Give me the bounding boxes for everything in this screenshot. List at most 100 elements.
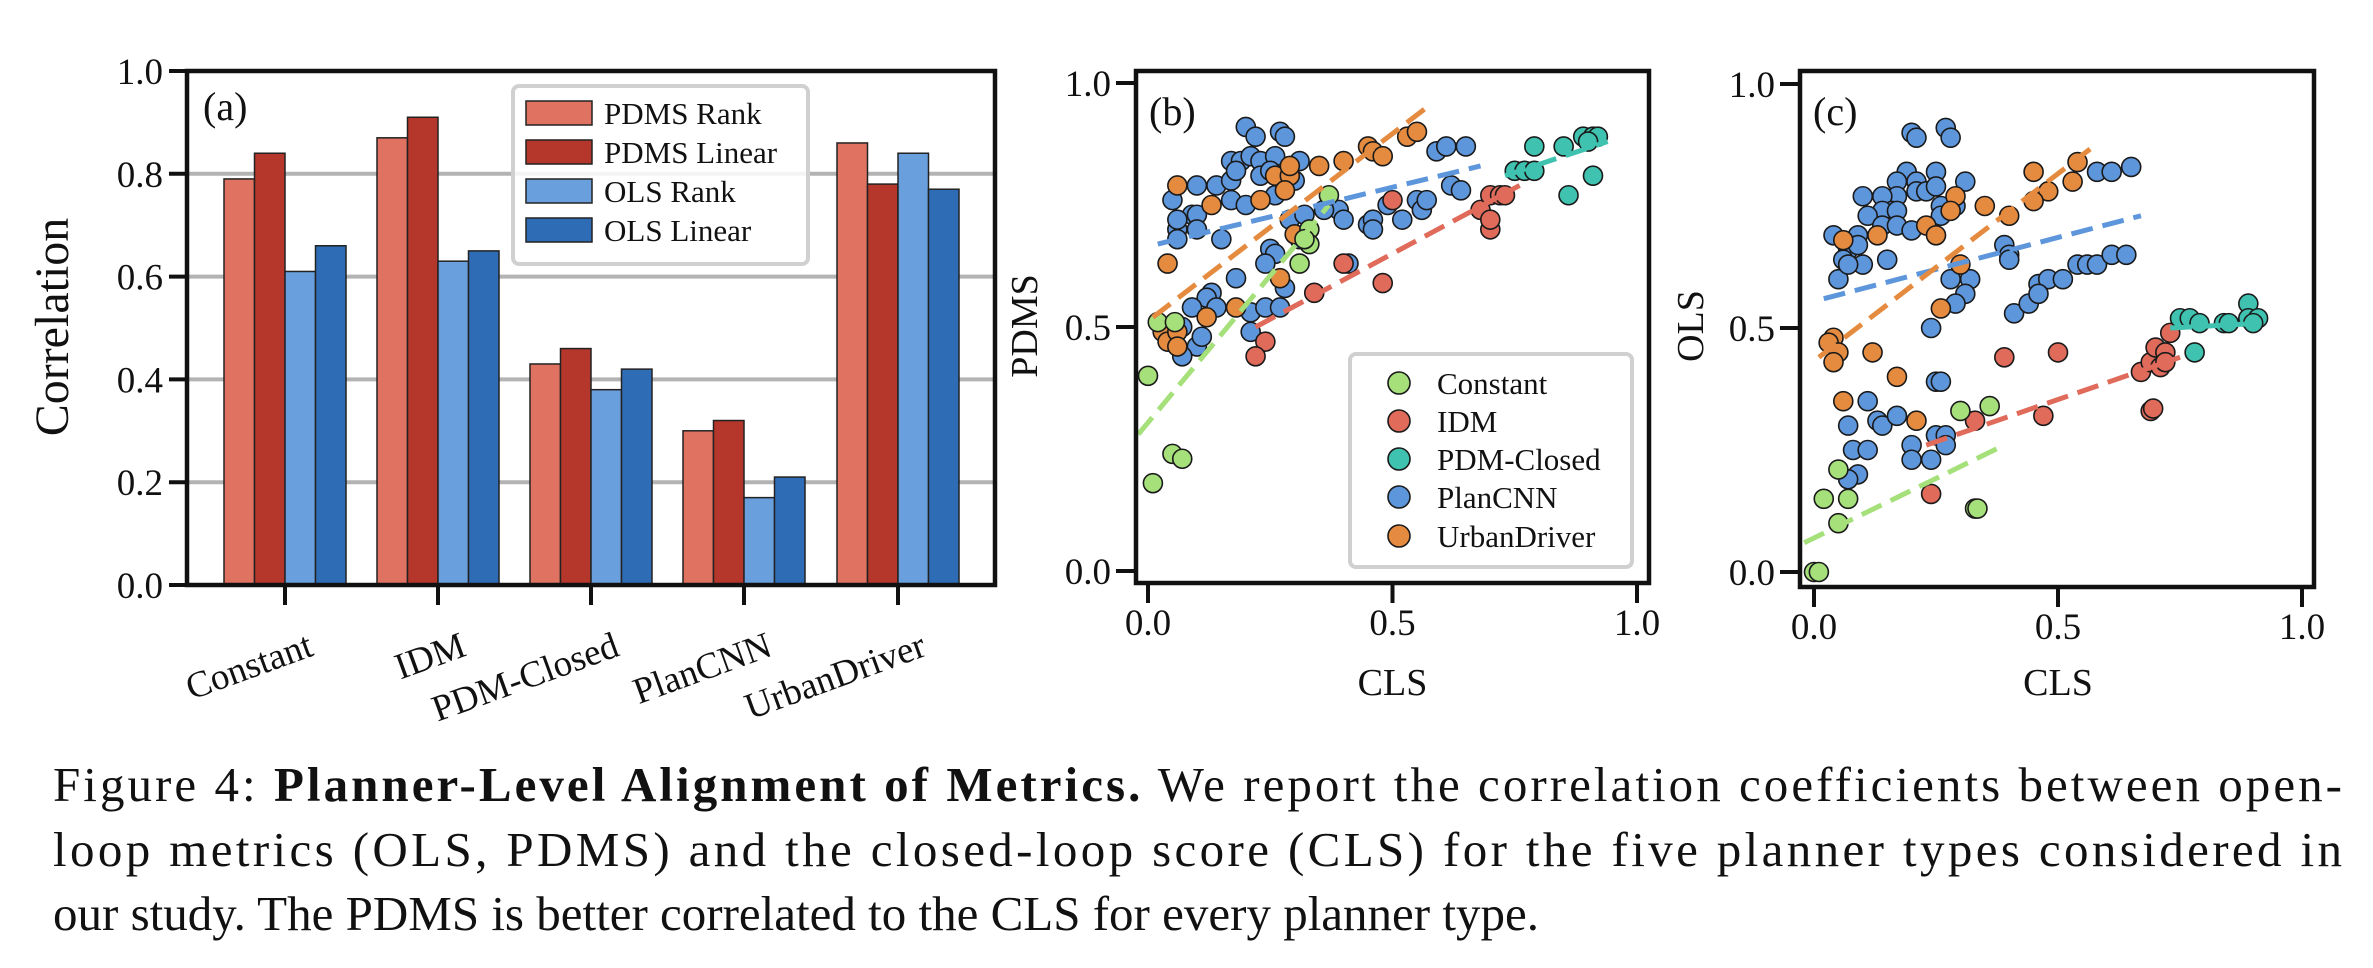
legend-label: PDM-Closed	[1437, 442, 1601, 477]
data-point	[2023, 161, 2044, 183]
data-point	[1886, 405, 1908, 427]
data-point	[1862, 342, 1883, 363]
bar-ols-rank	[437, 260, 470, 586]
x-tick-label: 1.0	[1614, 603, 1660, 644]
legend: PDMS Rank PDMS Linear OLS Rank OLS Linear	[511, 84, 810, 266]
plot-frame	[184, 68, 998, 588]
legend-box	[1348, 352, 1634, 569]
data-point	[1167, 209, 1188, 230]
data-point	[1837, 488, 1859, 510]
data-point	[1245, 345, 1266, 367]
bar-ols-rank	[743, 496, 776, 586]
data-point	[1333, 150, 1354, 172]
data-point	[1279, 155, 1301, 177]
bar-ols-linear	[773, 476, 806, 586]
data-point	[1524, 136, 1545, 157]
data-point	[1979, 395, 2000, 417]
data-point	[1274, 180, 1296, 201]
bar-ols-linear	[467, 250, 500, 586]
trend-line-idm	[1254, 183, 1521, 330]
data-point	[2142, 398, 2164, 419]
series-plancnn	[1823, 117, 2142, 490]
caption-line-3: our study. The PDMS is better correlated…	[53, 886, 1539, 941]
data-point	[1828, 268, 1849, 290]
data-point	[1901, 449, 1922, 471]
data-point	[1142, 472, 1164, 494]
data-point	[1255, 331, 1276, 352]
trend-line-idm	[1925, 354, 2181, 448]
data-point	[1553, 136, 1574, 157]
data-point	[1577, 131, 1599, 152]
data-point	[1382, 189, 1403, 211]
y-axis-label: PDMS	[1004, 274, 1046, 378]
data-point	[1867, 224, 1888, 246]
data-point	[2033, 405, 2054, 427]
data-point	[1333, 209, 1354, 230]
y-tick-label: 0.0	[1729, 553, 1775, 594]
panel-label: (a)	[203, 84, 247, 129]
caption-line-2: loop metrics (OLS, PDMS) and the closed-…	[53, 822, 2342, 877]
caption-line-1-text: We report the correlation coefficients b…	[1143, 757, 2342, 812]
bar-pdms-linear	[253, 152, 286, 586]
data-point	[1925, 224, 1947, 246]
data-point	[2155, 351, 2176, 373]
data-point	[1852, 185, 1874, 207]
trend-line-urbandriver	[1151, 105, 1429, 320]
bar-pdms-linear	[866, 183, 899, 586]
data-point	[2052, 268, 2074, 290]
data-point	[1558, 184, 1579, 206]
data-point	[1333, 253, 1354, 274]
legend-label: PDMS Linear	[604, 135, 778, 170]
y-tick-label: 0.0	[1065, 552, 1111, 593]
data-point	[1164, 311, 1186, 333]
trend-line-urbandriver	[1817, 145, 2094, 360]
data-point	[1876, 249, 1898, 270]
data-point	[1171, 448, 1193, 470]
data-point	[2028, 283, 2049, 305]
scatter-panel-b: 0.00.51.00.0 0.5 1.0(b)CLSPDMSConstantIDMP…	[1004, 64, 1660, 704]
legend-swatch	[525, 139, 593, 165]
legend-marker	[1387, 409, 1411, 433]
data-point	[2184, 342, 2205, 363]
data-point	[1837, 415, 1859, 436]
bar-pdms-linear	[406, 116, 439, 586]
y-tick-label: 0.8	[117, 155, 163, 196]
data-point	[1837, 254, 1859, 275]
figure-caption: Figure 4: Planner-Level Alignment of Met…	[53, 757, 2342, 941]
legend-swatch	[525, 217, 593, 243]
trend-line-constant	[1136, 203, 1331, 436]
data-point	[1167, 336, 1188, 357]
x-axis-label: CLS	[1358, 662, 1428, 704]
legend-marker	[1387, 485, 1411, 509]
series-pdm-closed	[1504, 126, 1609, 206]
legend-marker	[1387, 524, 1411, 548]
data-point	[1582, 165, 1604, 187]
data-point	[1950, 400, 1971, 422]
data-point	[1255, 253, 1276, 274]
data-point	[1920, 317, 1942, 339]
y-tick-label: 0.5	[1065, 308, 1111, 349]
legend-swatch	[525, 100, 593, 126]
data-point	[1823, 351, 1844, 373]
scatter-panel-c: 0.0 0.5 1.0 0.0 0.5 1.0 (c) CLS OLS	[1670, 65, 2325, 704]
bar-pdms-rank	[223, 178, 256, 586]
data-point	[1137, 365, 1159, 387]
panel-label: (b)	[1149, 89, 1196, 134]
data-point	[1954, 171, 1976, 192]
bar-pdms-rank	[376, 137, 409, 586]
y-tick-label: 0.6	[117, 258, 163, 299]
data-point	[1857, 439, 1878, 461]
data-point	[1967, 498, 1988, 519]
y-tick-label: 1.0	[117, 52, 163, 93]
series-constant	[1803, 395, 2000, 583]
data-point	[1416, 189, 1438, 211]
legend-label: IDM	[1437, 404, 1497, 439]
data-point	[1225, 267, 1247, 289]
data-point	[1372, 272, 1394, 294]
data-point	[1157, 253, 1178, 274]
legend-label: OLS Linear	[604, 213, 752, 248]
caption-line-1: Figure 4: Planner-Level Alignment of Met…	[53, 757, 2342, 812]
